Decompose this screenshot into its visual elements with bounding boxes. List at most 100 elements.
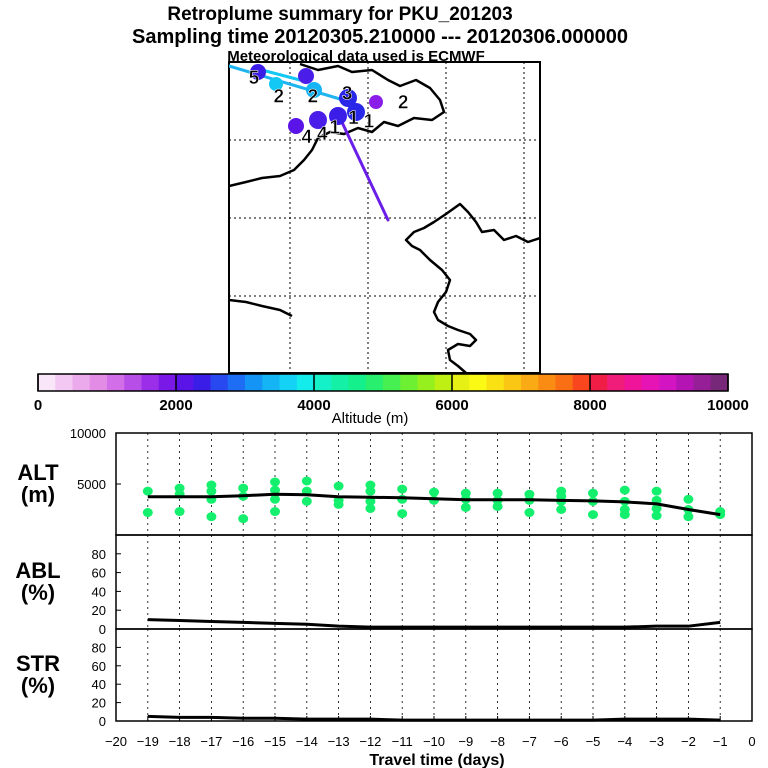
colorbar-cell	[38, 374, 56, 391]
panel-ylabel: ALT	[17, 460, 59, 485]
alt-point	[460, 502, 471, 512]
colorbar-tick-label: 4000	[297, 397, 330, 414]
colorbar-cell	[348, 374, 367, 391]
colorbar-cell	[107, 374, 125, 391]
colorbar-cell	[227, 374, 246, 391]
y-tick-label: 5000	[77, 477, 106, 492]
alt-point	[206, 486, 217, 496]
alt-point	[397, 484, 408, 494]
map-label: 2	[308, 86, 319, 107]
alt-point	[397, 509, 408, 519]
trajectory-point	[306, 82, 322, 98]
map-label: 5	[249, 68, 260, 89]
x-tick-label: −14	[296, 734, 318, 749]
colorbar-cell	[590, 374, 608, 391]
alt-point	[492, 488, 503, 498]
x-tick-label: −1	[713, 734, 728, 749]
alt-point	[651, 486, 662, 496]
colorbar-cell	[641, 374, 660, 391]
colorbar-cell	[521, 374, 539, 391]
panel-ylabel: (%)	[21, 580, 55, 605]
alt-point	[270, 494, 280, 504]
trajectory-point	[347, 103, 365, 121]
alt-point	[206, 512, 217, 522]
alt-point	[429, 487, 439, 497]
alt-point	[365, 503, 376, 513]
x-tick-label: −6	[554, 734, 569, 749]
x-tick-label: −5	[586, 734, 601, 749]
alt-point	[333, 481, 344, 491]
x-tick-label: −8	[490, 734, 505, 749]
map-label: 3	[342, 83, 353, 104]
colorbar-cell	[55, 374, 73, 391]
alt-point	[588, 488, 598, 498]
x-tick-label: −10	[423, 734, 445, 749]
trajectory-points	[250, 64, 383, 134]
trajectory-lines	[229, 64, 390, 222]
map-grid	[229, 62, 540, 373]
abl-line	[147, 618, 721, 629]
y-tick-label: 80	[92, 547, 106, 562]
colorbar-label: Altitude (m)	[332, 410, 409, 427]
x-tick-label: −11	[392, 734, 413, 749]
x-tick-label: −9	[458, 734, 473, 749]
trajectory-line-b	[260, 68, 302, 82]
y-tick-label: 0	[99, 622, 106, 637]
alt-point	[619, 485, 630, 495]
x-axis-label: Travel time (days)	[369, 752, 504, 768]
map-label: 2	[398, 93, 409, 114]
alt-point	[651, 503, 662, 513]
colorbar-cell	[452, 374, 470, 391]
colorbar-tick-label: 8000	[573, 397, 606, 414]
x-tick-label: −12	[359, 734, 381, 749]
panel-ylabel: ABL	[15, 558, 60, 583]
sampling-time: Sampling time 20120305.210000 --- 201203…	[132, 26, 628, 48]
alt-point	[270, 507, 280, 517]
colorbar-cell	[141, 374, 160, 391]
alt-point	[238, 483, 249, 493]
trajectory-point	[309, 111, 327, 129]
colorbar-cell	[503, 374, 522, 391]
trajectory-line-c	[338, 116, 390, 222]
colorbar-tick-label: 10000	[707, 397, 749, 414]
colorbar-tick-label: 6000	[435, 397, 468, 414]
map-panel: 52 2 3 21 14 4 1	[228, 61, 541, 374]
colorbar-tick-label: 0	[34, 397, 42, 414]
panel-ylabel: (%)	[21, 673, 55, 698]
y-tick-label: 20	[92, 696, 106, 711]
trajectory-point	[369, 95, 383, 109]
x-tick-label: −2	[681, 734, 696, 749]
colorbar-cell	[486, 374, 505, 391]
trajectory-line-a	[229, 64, 352, 104]
y-tick-label: 60	[92, 566, 106, 581]
y-tick-label: 10000	[70, 426, 106, 441]
trajectory-point	[250, 64, 266, 80]
alt-point	[524, 508, 535, 518]
colorbar: 0 2000 4000 6000 8000 10000 Altitude (m)	[34, 373, 749, 427]
alt-point	[333, 499, 344, 509]
y-tick-label: 80	[92, 640, 106, 655]
alt-point	[588, 510, 598, 520]
x-tick-label: −19	[137, 734, 159, 749]
colorbar-cell	[176, 374, 194, 391]
trajectory-point	[339, 89, 357, 107]
colorbar-cell	[676, 374, 694, 391]
alt-point	[365, 486, 376, 496]
colorbar-tick-label: 2000	[159, 397, 192, 414]
colorbar-cell	[383, 374, 401, 391]
x-tick-label: −18	[169, 734, 191, 749]
x-tick-label: −7	[522, 734, 537, 749]
trajectory-point	[329, 107, 347, 125]
map-label: 1	[364, 111, 375, 132]
colorbar-cell	[210, 374, 229, 391]
trajectory-point	[288, 118, 304, 134]
alt-point	[142, 508, 153, 518]
alt-point	[142, 486, 153, 496]
colorbar-cell	[124, 374, 142, 391]
trajectory-point	[298, 68, 314, 84]
alt-point	[174, 507, 185, 517]
colorbar-cell	[193, 374, 211, 391]
y-tick-label: 20	[92, 603, 106, 618]
